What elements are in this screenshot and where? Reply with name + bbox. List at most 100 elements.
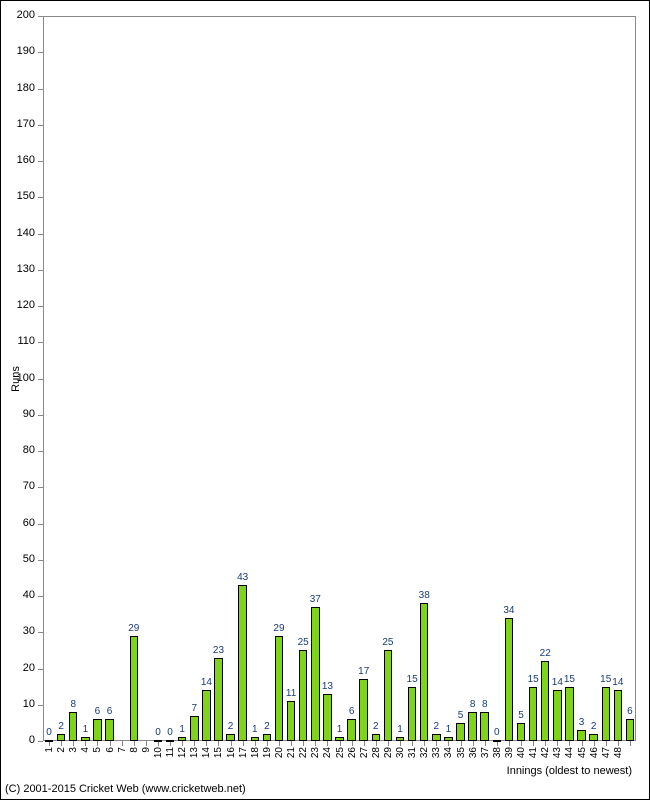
x-tick-mark [303, 741, 304, 746]
x-tick-label: 42 [540, 747, 551, 758]
bar-value-label: 13 [317, 681, 337, 692]
bar [517, 723, 525, 741]
bar [493, 740, 501, 742]
bar [45, 740, 53, 742]
bar [553, 690, 561, 741]
x-tick-mark [340, 741, 341, 746]
x-tick-label: 36 [468, 747, 479, 758]
x-tick-mark [400, 741, 401, 746]
bar [602, 687, 610, 741]
x-tick-label: 19 [262, 747, 273, 758]
bar-value-label: 34 [499, 605, 519, 616]
y-tick-label: 60 [1, 517, 35, 529]
x-tick-mark [122, 741, 123, 746]
bar [202, 690, 210, 741]
bar-value-label: 37 [305, 594, 325, 605]
y-tick-mark [38, 16, 43, 17]
x-tick-label: 21 [286, 747, 297, 758]
bar-value-label: 8 [63, 699, 83, 710]
x-tick-mark [388, 741, 389, 746]
y-tick-mark [38, 741, 43, 742]
x-tick-mark [110, 741, 111, 746]
x-tick-label: 3 [68, 747, 79, 753]
x-tick-mark [569, 741, 570, 746]
bar-value-label: 23 [208, 645, 228, 656]
x-tick-label: 15 [213, 747, 224, 758]
y-tick-label: 150 [1, 190, 35, 202]
y-tick-label: 140 [1, 227, 35, 239]
x-tick-label: 1 [44, 747, 55, 753]
x-tick-label: 20 [274, 747, 285, 758]
x-tick-label: 40 [516, 747, 527, 758]
y-tick-label: 120 [1, 299, 35, 311]
y-tick-label: 190 [1, 45, 35, 57]
x-tick-label: 2 [56, 747, 67, 753]
x-tick-label: 28 [371, 747, 382, 758]
x-tick-label: 4 [80, 747, 91, 753]
x-tick-mark [582, 741, 583, 746]
bar [154, 740, 162, 742]
x-tick-label: 7 [117, 747, 128, 753]
bar-value-label: 25 [378, 637, 398, 648]
y-tick-label: 170 [1, 118, 35, 130]
y-tick-label: 110 [1, 335, 35, 347]
x-tick-mark [291, 741, 292, 746]
x-tick-label: 33 [431, 747, 442, 758]
x-tick-mark [206, 741, 207, 746]
x-tick-mark [509, 741, 510, 746]
bar [263, 734, 271, 741]
bar-value-label: 43 [233, 572, 253, 583]
x-tick-label: 5 [92, 747, 103, 753]
bar [238, 585, 246, 741]
bar-value-label: 29 [269, 623, 289, 634]
bar [287, 701, 295, 741]
y-tick-mark [38, 197, 43, 198]
bar [589, 734, 597, 741]
x-axis-label: Innings (oldest to newest) [507, 765, 632, 777]
bar [626, 719, 634, 741]
bar [577, 730, 585, 741]
x-tick-mark [606, 741, 607, 746]
bar [311, 607, 319, 741]
bar [178, 737, 186, 741]
x-tick-label: 41 [528, 747, 539, 758]
x-tick-label: 6 [105, 747, 116, 753]
bar-value-label: 6 [620, 706, 640, 717]
x-tick-label: 39 [504, 747, 515, 758]
bar [81, 737, 89, 741]
y-tick-label: 180 [1, 82, 35, 94]
x-tick-mark [436, 741, 437, 746]
x-tick-mark [61, 741, 62, 746]
y-tick-mark [38, 161, 43, 162]
x-tick-label: 8 [129, 747, 140, 753]
x-tick-label: 45 [577, 747, 588, 758]
x-tick-mark [73, 741, 74, 746]
x-tick-label: 13 [189, 747, 200, 758]
x-tick-label: 35 [456, 747, 467, 758]
x-tick-mark [376, 741, 377, 746]
y-tick-label: 100 [1, 372, 35, 384]
y-tick-label: 130 [1, 263, 35, 275]
bar [57, 734, 65, 741]
bar-value-label: 17 [354, 666, 374, 677]
x-tick-label: 31 [407, 747, 418, 758]
bar [396, 737, 404, 741]
bar [226, 734, 234, 741]
x-tick-mark [134, 741, 135, 746]
copyright-text: (C) 2001-2015 Cricket Web (www.cricketwe… [5, 783, 246, 795]
bar [468, 712, 476, 741]
y-tick-mark [38, 89, 43, 90]
bar [299, 650, 307, 741]
bar-value-label: 29 [124, 623, 144, 634]
bar [408, 687, 416, 741]
bar [529, 687, 537, 741]
y-tick-label: 50 [1, 553, 35, 565]
bar [93, 719, 101, 741]
x-tick-mark [315, 741, 316, 746]
bar-value-label: 6 [100, 706, 120, 717]
x-tick-label: 23 [310, 747, 321, 758]
x-tick-label: 37 [480, 747, 491, 758]
bar [130, 636, 138, 741]
x-tick-label: 32 [419, 747, 430, 758]
bar [190, 716, 198, 741]
